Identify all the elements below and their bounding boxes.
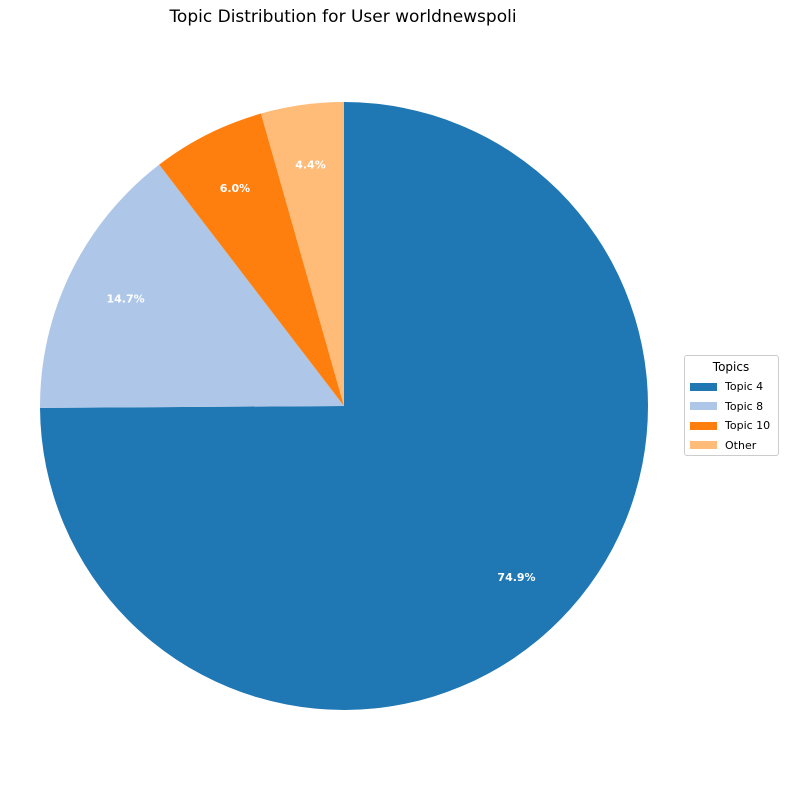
- legend-item: Topic 10: [690, 416, 772, 436]
- pie-slice-topic-10: [159, 113, 344, 406]
- legend-swatch: [690, 421, 717, 430]
- legend-label: Topic 4: [725, 380, 764, 394]
- slice-pct-label: 4.4%: [295, 159, 326, 172]
- legend-label: Topic 8: [725, 399, 764, 413]
- pie-slice-other: [261, 102, 344, 406]
- slice-pct-label: 14.7%: [107, 293, 145, 306]
- legend-label: Other: [725, 438, 757, 452]
- slice-pct-label: 74.9%: [497, 571, 535, 584]
- legend-label: Topic 10: [725, 419, 771, 433]
- legend-title: Topics: [712, 360, 750, 374]
- legend-item: Topic 4: [690, 377, 772, 397]
- legend-swatch: [690, 402, 717, 411]
- chart-title: Topic Distribution for User worldnewspol…: [169, 7, 517, 27]
- legend-item: Topic 8: [690, 397, 772, 417]
- legend: Topics Topic 4 Topic 8 Topic 10 Other: [684, 355, 779, 456]
- legend-swatch: [690, 441, 717, 450]
- pie-slice-topic-4: [40, 102, 649, 711]
- slice-pct-label: 6.0%: [220, 182, 251, 195]
- legend-swatch: [690, 382, 717, 391]
- legend-items: Topic 4 Topic 8 Topic 10 Other: [690, 377, 772, 455]
- pie-slice-topic-8: [40, 164, 344, 408]
- legend-item: Other: [690, 436, 772, 456]
